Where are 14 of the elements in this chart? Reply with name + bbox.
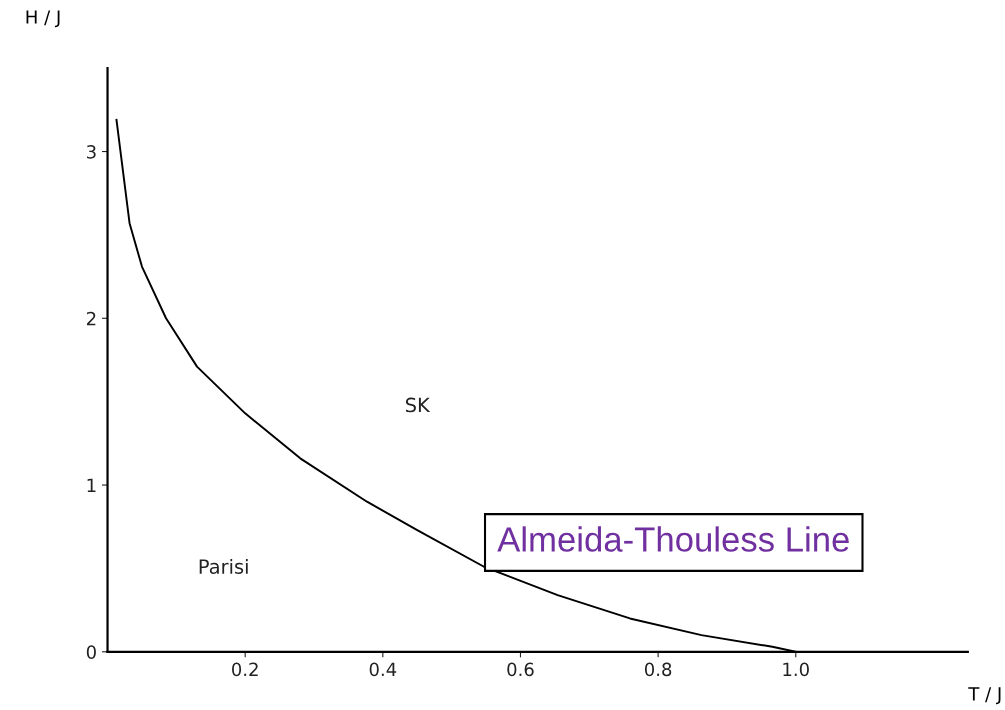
x-tick-label: 0.2 <box>232 662 258 677</box>
x-tick-label: 0.4 <box>369 662 397 677</box>
annotation: Almeida-Thouless Line <box>497 526 849 552</box>
x-axis-title: T / J <box>968 687 1001 705</box>
annotation: Parisi <box>199 558 248 574</box>
y-tick-label: 2 <box>86 311 96 326</box>
y-tick-label: 0 <box>86 645 96 659</box>
annotation: SK <box>405 397 431 413</box>
x-tick-label: 0.6 <box>507 662 534 677</box>
y-tick-label: 1 <box>87 478 96 492</box>
y-axis-title: H / J <box>26 10 60 28</box>
y-tick-label: 3 <box>87 144 96 159</box>
x-tick-label: 1.0 <box>783 662 809 677</box>
x-tick-label: 0.8 <box>644 662 672 677</box>
